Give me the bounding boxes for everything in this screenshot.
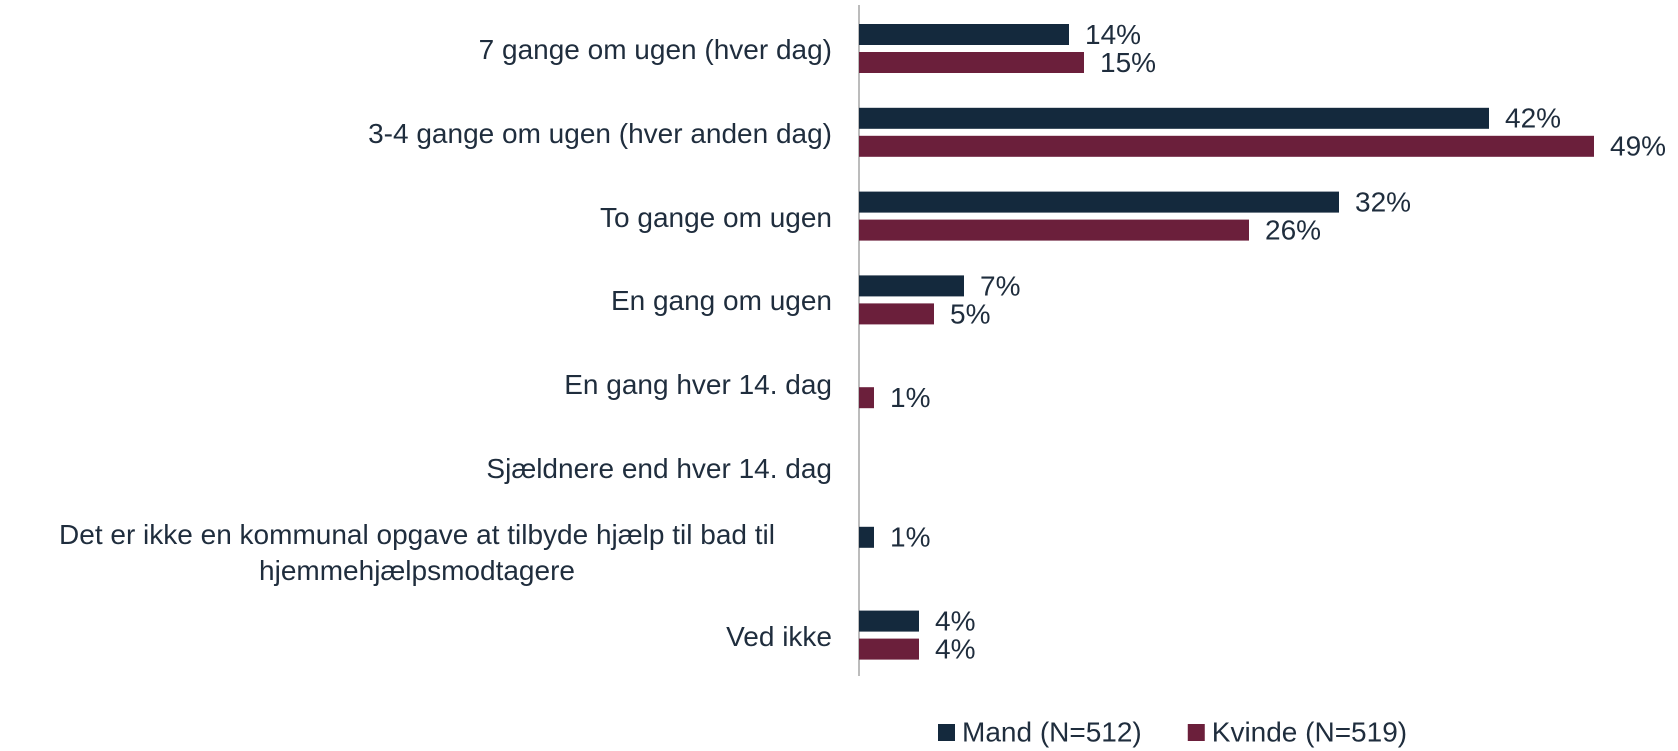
bar [859, 219, 1249, 241]
legend-label: Kvinde (N=519) [1212, 716, 1407, 747]
category-label: Det er ikke en kommunal opgave at tilbyd… [59, 518, 775, 586]
data-label: 15% [1100, 47, 1156, 78]
bar [859, 610, 919, 632]
legend-label: Mand (N=512) [962, 716, 1142, 747]
data-label: 49% [1610, 131, 1666, 162]
category-label: 3-4 gange om ugen (hver anden dag) [368, 117, 832, 149]
bar [859, 52, 1084, 73]
bar [859, 387, 874, 409]
bar [859, 638, 919, 660]
data-label: 1% [890, 522, 930, 553]
category-label: Ved ikke [726, 620, 832, 652]
data-label: 1% [890, 382, 930, 413]
bar [859, 24, 1069, 45]
category-label: En gang hver 14. dag [564, 369, 832, 401]
data-label: 7% [980, 270, 1020, 301]
data-label: 42% [1505, 103, 1561, 134]
data-label: 14% [1085, 19, 1141, 50]
data-label: 5% [950, 298, 990, 329]
bar [859, 135, 1594, 157]
data-label: 26% [1265, 214, 1321, 245]
bar [859, 526, 874, 548]
category-label: En gang om ugen [610, 285, 832, 317]
bar [859, 303, 934, 325]
data-label: 32% [1355, 186, 1411, 217]
legend-swatch [938, 724, 955, 741]
category-label: 7 gange om ugen (hver dag) [478, 34, 832, 65]
bar [859, 191, 1339, 213]
category-label: To gange om ugen [600, 201, 832, 233]
bar [859, 107, 1489, 129]
category-label: Sjældnere end hver 14. dag [486, 453, 832, 484]
legend-swatch [1187, 724, 1205, 741]
data-label: 4% [935, 633, 975, 664]
data-label: 4% [935, 605, 975, 636]
bar [859, 275, 964, 297]
